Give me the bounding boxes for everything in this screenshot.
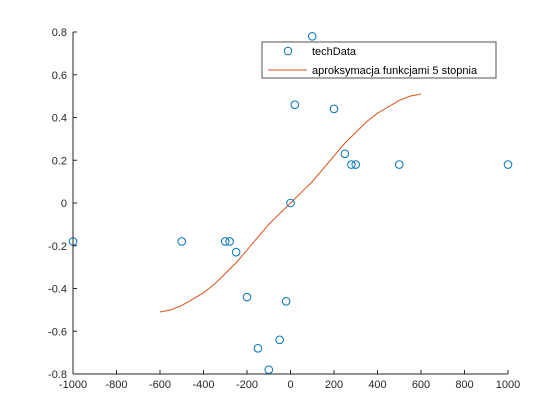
fit-line-group xyxy=(159,93,422,313)
data-point xyxy=(307,31,317,41)
data-point xyxy=(281,297,291,306)
data-point xyxy=(329,104,339,114)
x-tick-label: -600 xyxy=(149,379,171,391)
legend-marker-techdata xyxy=(283,46,293,56)
y-tick-label: 0.8 xyxy=(52,27,67,39)
data-point xyxy=(340,149,350,159)
y-tick-label: 0 xyxy=(61,198,67,210)
x-tick-label: -400 xyxy=(192,379,214,391)
x-ticks-group: -1000 -800 -600 -400 -200 0 200 400 600 800 1000 xyxy=(59,370,520,391)
y-tick-label: 0.6 xyxy=(52,70,67,82)
legend-label-fit: aproksymacja funkcjami 5 stopnia xyxy=(312,65,478,77)
data-point xyxy=(394,160,404,169)
y-ticks-group: -0.8 -0.6 -0.4 -0.2 0 0.2 0.4 0.6 0.8 xyxy=(48,27,77,381)
x-tick-label: 600 xyxy=(412,379,430,391)
data-point xyxy=(275,335,284,345)
x-tick-label: 400 xyxy=(368,379,386,391)
legend: techData aproksymacja funkcjami 5 stopni… xyxy=(261,41,497,79)
data-point xyxy=(290,100,300,109)
data-point xyxy=(286,198,295,208)
x-tick-label: 0 xyxy=(287,379,293,391)
data-point xyxy=(220,237,230,246)
data-point xyxy=(242,292,252,302)
legend-label-techdata: techData xyxy=(312,46,357,58)
legend-box xyxy=(261,41,497,79)
fit-line xyxy=(159,93,422,313)
y-tick-label: -0.2 xyxy=(48,241,67,253)
x-tick-label: -1000 xyxy=(59,379,87,391)
data-point xyxy=(253,344,263,353)
y-tick-label: -0.6 xyxy=(48,326,67,338)
x-tick-label: 1000 xyxy=(496,379,520,391)
y-tick-label: -0.4 xyxy=(48,284,67,296)
x-tick-label: -200 xyxy=(236,379,258,391)
data-point xyxy=(225,237,234,246)
y-tick-label: 0.4 xyxy=(52,113,67,125)
data-point xyxy=(347,160,356,169)
data-point xyxy=(231,247,241,257)
data-point xyxy=(177,237,187,246)
x-tick-label: 200 xyxy=(325,379,343,391)
x-tick-label: -800 xyxy=(105,379,127,391)
data-point xyxy=(351,160,361,169)
y-tick-label: 0.2 xyxy=(52,155,67,167)
data-point xyxy=(503,160,513,169)
x-tick-label: 800 xyxy=(455,379,473,391)
y-tick-label: -0.8 xyxy=(48,369,67,381)
